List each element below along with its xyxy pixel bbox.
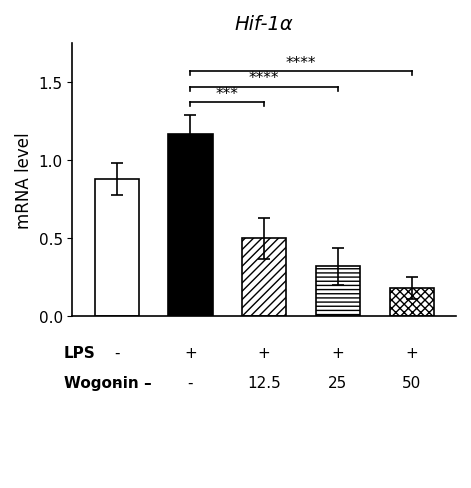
Bar — [95, 180, 139, 317]
Text: -: - — [187, 375, 193, 390]
Bar — [242, 239, 286, 317]
Text: +: + — [406, 345, 418, 360]
Text: -: - — [114, 345, 120, 360]
Text: ***: *** — [216, 87, 239, 102]
Text: +: + — [332, 345, 344, 360]
Text: -: - — [114, 375, 120, 390]
Text: 12.5: 12.5 — [247, 375, 281, 390]
Bar — [390, 289, 434, 317]
Text: +: + — [184, 345, 197, 360]
Bar — [316, 267, 360, 317]
Y-axis label: mRNA level: mRNA level — [15, 132, 33, 228]
Text: 50: 50 — [402, 375, 422, 390]
Text: 25: 25 — [328, 375, 348, 390]
Bar — [168, 134, 212, 317]
Text: ****: **** — [286, 56, 317, 71]
Text: LPS: LPS — [64, 345, 95, 360]
Text: Wogonin –: Wogonin – — [64, 375, 151, 390]
Text: +: + — [258, 345, 270, 360]
Title: Hif-1α: Hif-1α — [235, 15, 293, 34]
Text: ****: **** — [249, 71, 279, 86]
